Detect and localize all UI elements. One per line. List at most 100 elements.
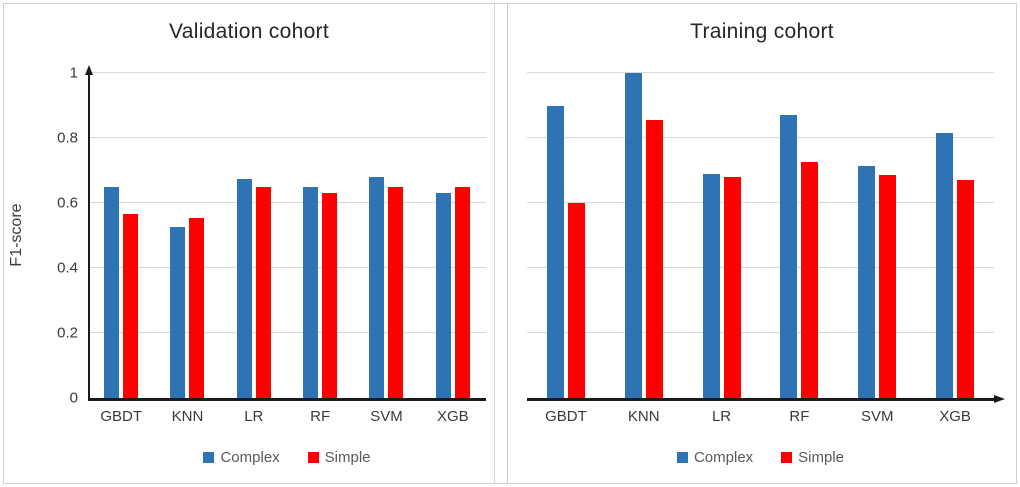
legend: Complex Simple	[88, 449, 486, 466]
legend-marker-complex	[676, 452, 688, 463]
legend-item-simple: Simple	[307, 449, 371, 466]
bar-complex-gbdt	[546, 105, 564, 401]
category-axis-labels: GBDT KNN LR RF SVM XGB	[88, 408, 486, 425]
panel-training-cohort: Training cohort GBDT KNN LR RF SVM XGB Comple…	[507, 4, 1016, 483]
legend-label: Simple	[324, 449, 371, 466]
bar-group-rf	[760, 68, 838, 401]
plot-area	[527, 68, 1005, 403]
bar-complex-lr	[702, 173, 720, 401]
gridline-y-0.6	[527, 202, 994, 203]
category-label-lr: LR	[711, 408, 732, 425]
bar-simple-rf	[322, 193, 338, 401]
y-tick-label: 0.2	[57, 324, 78, 342]
x-axis-line	[527, 395, 1005, 403]
bar-group-svm	[838, 68, 916, 401]
category-label-xgb: XGB	[436, 408, 469, 425]
bar-simple-knn	[645, 120, 663, 401]
chart-title: Training cohort	[690, 20, 834, 43]
legend-label: Complex	[693, 449, 754, 466]
bar-group-gbdt	[88, 68, 154, 401]
plot-area	[84, 65, 486, 401]
gridline-y-0.6	[88, 202, 486, 203]
bar-group-knn	[154, 68, 220, 401]
bar-complex-rf	[303, 186, 319, 401]
category-label-xgb: XGB	[939, 408, 971, 425]
panel-validation-cohort: Validation cohort F1-score 0 0.2 0.4 0.6 0.8…	[4, 4, 495, 483]
category-label-knn: KNN	[171, 408, 204, 425]
bar-group-xgb	[420, 68, 486, 401]
y-axis-line	[84, 65, 93, 401]
gridline-y-0.2	[527, 332, 994, 333]
bar-group-lr	[683, 68, 761, 401]
x-axis-line	[88, 398, 486, 401]
bar-group-xgb	[916, 68, 994, 401]
figure-border: Validation cohort F1-score 0 0.2 0.4 0.6 0.8…	[3, 3, 1017, 484]
legend-item-complex: Complex	[203, 449, 280, 466]
legend-item-simple: Simple	[781, 449, 844, 466]
plot-row: F1-score 0 0.2 0.4 0.6 0.8 1 GBDT KNN LR RF SVM XG…	[4, 64, 494, 466]
bars-row	[88, 68, 486, 401]
bar-complex-svm	[858, 165, 876, 401]
bar-complex-lr	[236, 178, 252, 401]
bar-complex-knn	[624, 73, 642, 401]
bar-group-knn	[605, 68, 683, 401]
bar-complex-rf	[780, 115, 798, 401]
category-label-gbdt: GBDT	[545, 408, 587, 425]
bar-complex-gbdt	[104, 186, 120, 401]
category-label-gbdt: GBDT	[100, 408, 142, 425]
category-label-svm: SVM	[860, 408, 894, 425]
legend-marker-simple	[307, 452, 319, 463]
legend-label: Complex	[220, 449, 280, 466]
bar-complex-knn	[170, 227, 186, 401]
bar-simple-gbdt	[567, 203, 585, 401]
chart-title: Validation cohort	[169, 20, 329, 43]
bar-simple-lr	[255, 186, 271, 401]
gridline-y-0.8	[88, 137, 486, 138]
y-axis-title: F1-score	[8, 202, 25, 267]
category-label-svm: SVM	[370, 408, 403, 425]
category-label-lr: LR	[244, 408, 264, 425]
plot-row: GBDT KNN LR RF SVM XGB Complex Simple	[508, 68, 1016, 466]
y-axis-title-column: F1-score	[4, 68, 30, 401]
bar-simple-gbdt	[123, 214, 139, 401]
category-label-rf: RF	[789, 408, 810, 425]
legend-label: Simple	[798, 449, 845, 466]
y-tick-label: 0.8	[57, 129, 78, 147]
y-tick-label: 0	[69, 389, 78, 407]
gridline-y-0.2	[88, 332, 486, 333]
bar-simple-xgb	[454, 186, 470, 401]
plot-column: GBDT KNN LR RF SVM XGB Complex Simple	[84, 65, 486, 466]
bar-complex-svm	[369, 177, 385, 401]
bar-complex-xgb	[435, 193, 451, 401]
legend: Complex Simple	[527, 449, 994, 466]
legend-marker-complex	[203, 452, 215, 463]
bar-group-lr	[221, 68, 287, 401]
category-label-knn: KNN	[627, 408, 660, 425]
y-tick-label: 1	[69, 64, 78, 82]
bar-simple-knn	[189, 217, 205, 401]
bar-simple-rf	[801, 162, 819, 401]
bars-row	[527, 68, 994, 401]
bar-simple-svm	[388, 186, 404, 401]
bar-group-gbdt	[527, 68, 605, 401]
plot-column: GBDT KNN LR RF SVM XGB Complex Simple	[527, 68, 1005, 466]
bar-group-rf	[287, 68, 353, 401]
bar-simple-xgb	[957, 180, 975, 401]
legend-marker-simple	[781, 452, 793, 463]
bar-simple-svm	[879, 175, 897, 401]
gridline-y-0.4	[527, 267, 994, 268]
bar-simple-lr	[723, 177, 741, 401]
bar-group-svm	[353, 68, 419, 401]
y-tick-label: 0.6	[57, 194, 78, 212]
gridline-y-0.8	[527, 137, 994, 138]
category-label-rf: RF	[310, 408, 331, 425]
gridline-y-1	[527, 72, 994, 73]
bar-complex-xgb	[936, 133, 954, 401]
category-axis-labels: GBDT KNN LR RF SVM XGB	[527, 408, 994, 425]
gridline-y-0.4	[88, 267, 486, 268]
y-tick-label: 0.4	[57, 259, 78, 277]
gridline-y-1	[88, 72, 486, 73]
legend-item-complex: Complex	[676, 449, 754, 466]
y-tick-label-column: 0 0.2 0.4 0.6 0.8 1	[30, 64, 88, 406]
